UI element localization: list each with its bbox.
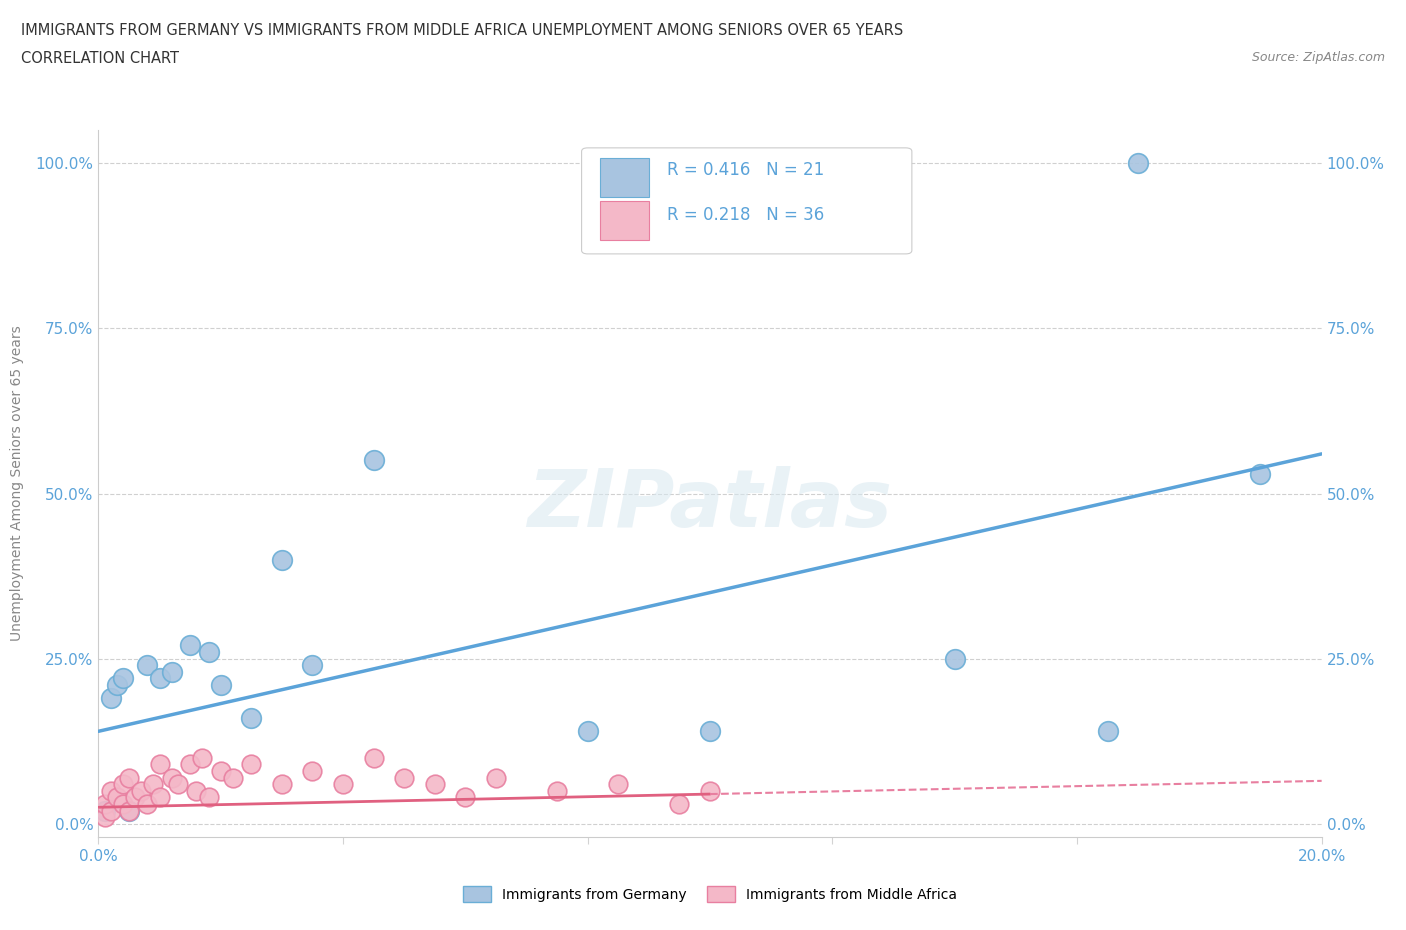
Point	[209, 678, 232, 693]
Y-axis label: Unemployment Among Seniors over 65 years: Unemployment Among Seniors over 65 years	[10, 326, 24, 642]
Bar	[600, 201, 648, 240]
Point	[111, 671, 134, 686]
Point	[149, 790, 172, 804]
Point	[111, 777, 134, 791]
Point	[363, 751, 385, 765]
Point	[124, 790, 146, 804]
Point	[118, 804, 141, 818]
Point	[149, 671, 172, 686]
Point	[111, 796, 134, 811]
Point	[160, 770, 183, 785]
Point	[1097, 724, 1119, 738]
Point	[93, 804, 115, 818]
Point	[167, 777, 190, 791]
Point	[118, 770, 141, 785]
Point	[546, 783, 568, 798]
Point	[93, 796, 115, 811]
Point	[105, 790, 128, 804]
Point	[576, 724, 599, 738]
Point	[179, 757, 201, 772]
Point	[332, 777, 354, 791]
Point	[668, 796, 690, 811]
Point	[699, 783, 721, 798]
Point	[186, 783, 208, 798]
Text: ZIPatlas: ZIPatlas	[527, 466, 893, 544]
Point	[129, 783, 152, 798]
Point	[363, 453, 385, 468]
Point	[179, 638, 201, 653]
Point	[105, 678, 128, 693]
Text: R = 0.416   N = 21: R = 0.416 N = 21	[668, 162, 824, 179]
Point	[100, 804, 122, 818]
Point	[270, 552, 292, 567]
Point	[301, 764, 323, 778]
Point	[392, 770, 416, 785]
Point	[270, 777, 292, 791]
Point	[160, 664, 183, 679]
Point	[240, 757, 263, 772]
Point	[118, 804, 141, 818]
Point	[100, 783, 122, 798]
Point	[301, 658, 323, 672]
Point	[100, 691, 122, 706]
Point	[136, 796, 159, 811]
Legend: Immigrants from Germany, Immigrants from Middle Africa: Immigrants from Germany, Immigrants from…	[457, 881, 963, 908]
Point	[222, 770, 245, 785]
Point	[197, 790, 219, 804]
Point	[149, 757, 172, 772]
Point	[943, 651, 966, 666]
Point	[485, 770, 508, 785]
Point	[209, 764, 232, 778]
Point	[423, 777, 446, 791]
Bar	[600, 158, 648, 197]
Point	[699, 724, 721, 738]
Point	[197, 644, 219, 659]
Point	[607, 777, 630, 791]
Point	[454, 790, 477, 804]
Point	[191, 751, 214, 765]
Point	[240, 711, 263, 725]
Text: R = 0.218   N = 36: R = 0.218 N = 36	[668, 206, 824, 224]
Point	[93, 810, 115, 825]
Text: Source: ZipAtlas.com: Source: ZipAtlas.com	[1251, 51, 1385, 64]
Text: CORRELATION CHART: CORRELATION CHART	[21, 51, 179, 66]
FancyBboxPatch shape	[582, 148, 912, 254]
Text: IMMIGRANTS FROM GERMANY VS IMMIGRANTS FROM MIDDLE AFRICA UNEMPLOYMENT AMONG SENI: IMMIGRANTS FROM GERMANY VS IMMIGRANTS FR…	[21, 23, 903, 38]
Point	[1128, 156, 1150, 171]
Point	[136, 658, 159, 672]
Point	[1249, 466, 1271, 481]
Point	[142, 777, 165, 791]
